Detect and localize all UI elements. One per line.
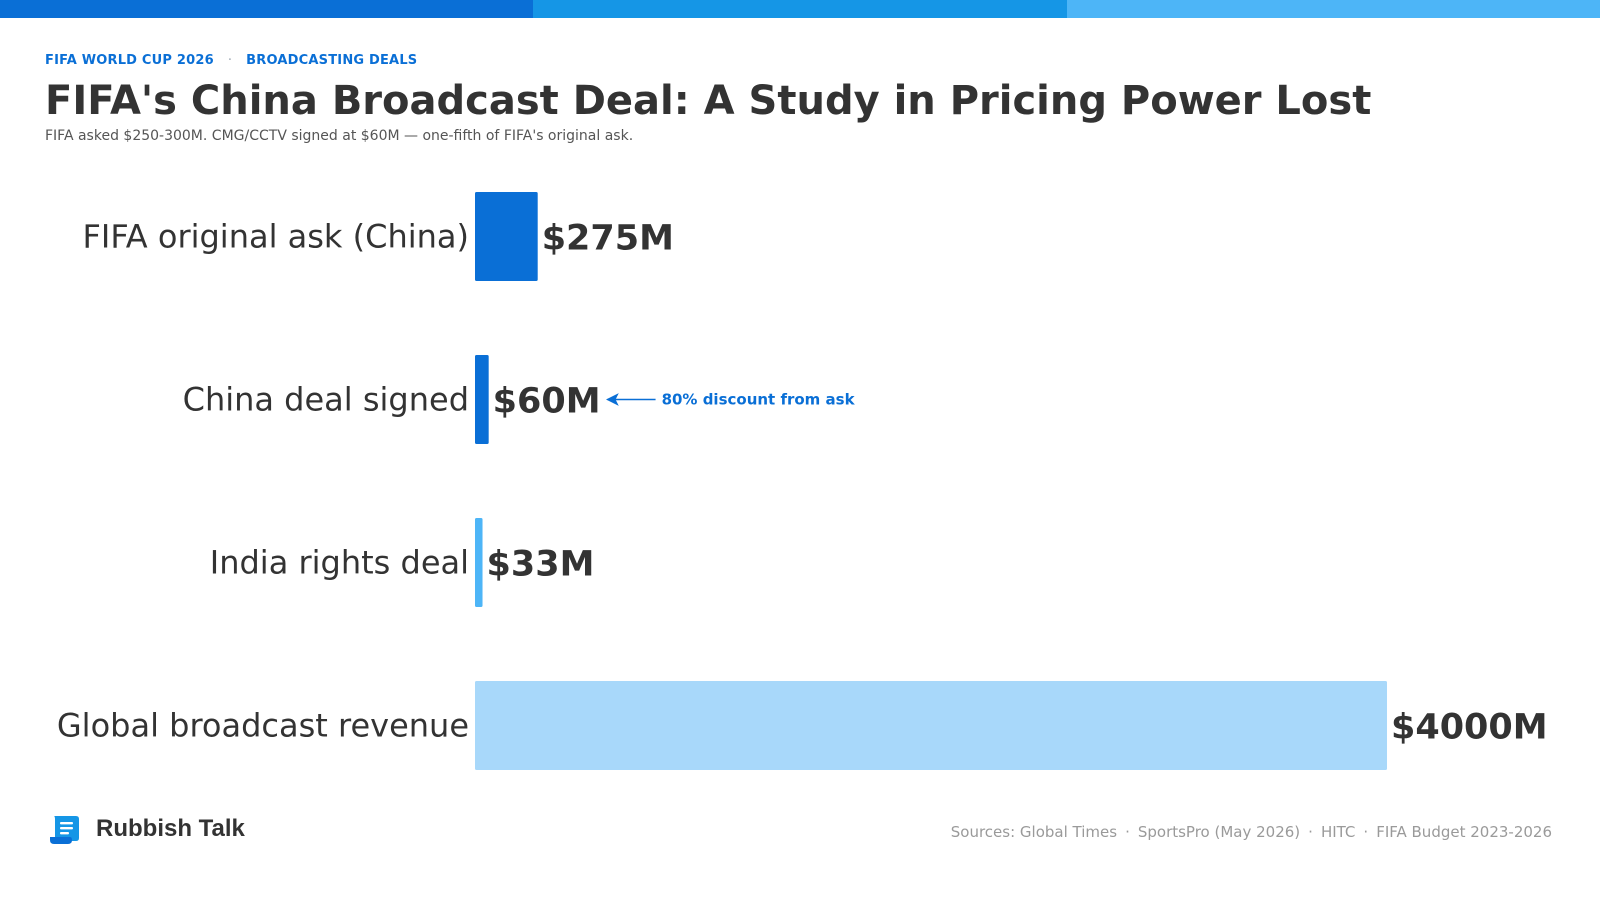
bar — [475, 192, 538, 281]
sources-line: Sources: Global Times · SportsPro (May 202… — [951, 823, 1552, 841]
source-separator: · — [1363, 823, 1369, 841]
data-label: $60M — [493, 382, 601, 422]
eyebrow-event: FIFA WORLD CUP 2026 — [45, 53, 214, 68]
top-accent-stripe — [0, 0, 1600, 18]
stripe-segment-2 — [533, 0, 1067, 18]
source-separator: · — [1125, 823, 1130, 841]
stripe-segment-3 — [1066, 0, 1600, 18]
brand-name: Rubbish Talk — [96, 815, 245, 842]
brand-logo: Rubbish Talk — [48, 812, 245, 846]
category-label: China deal signed — [183, 381, 469, 419]
chart-title: FIFA's China Broadcast Deal: A Study in … — [45, 78, 1372, 124]
annotation-label: 80% discount from ask — [662, 391, 856, 409]
source-item: SportsPro (May 2026) — [1137, 823, 1301, 841]
bar — [475, 355, 489, 444]
category-label: India rights deal — [210, 544, 469, 582]
source-item: FIFA Budget 2023-2026 — [1376, 823, 1552, 841]
bar — [475, 681, 1387, 770]
data-label: $33M — [487, 545, 595, 585]
category-label: FIFA original ask (China) — [82, 218, 469, 256]
stripe-segment-1 — [0, 0, 534, 18]
bar — [475, 518, 483, 607]
scroll-icon — [50, 816, 79, 844]
source-separator: · — [1308, 823, 1313, 841]
category-label: Global broadcast revenue — [57, 707, 469, 745]
eyebrow-topic: BROADCASTING DEALS — [246, 53, 418, 68]
eyebrow-separator: · — [227, 53, 233, 68]
data-label: $275M — [542, 219, 674, 259]
eyebrow: FIFA WORLD CUP 2026 · BROADCASTING DEALS — [45, 53, 417, 68]
data-label: $4000M — [1391, 708, 1548, 748]
chart-subtitle: FIFA asked $250-300M. CMG/CCTV signed at… — [45, 128, 634, 144]
source-item: Sources: Global Times — [950, 823, 1118, 841]
source-item: HITC — [1320, 823, 1356, 841]
